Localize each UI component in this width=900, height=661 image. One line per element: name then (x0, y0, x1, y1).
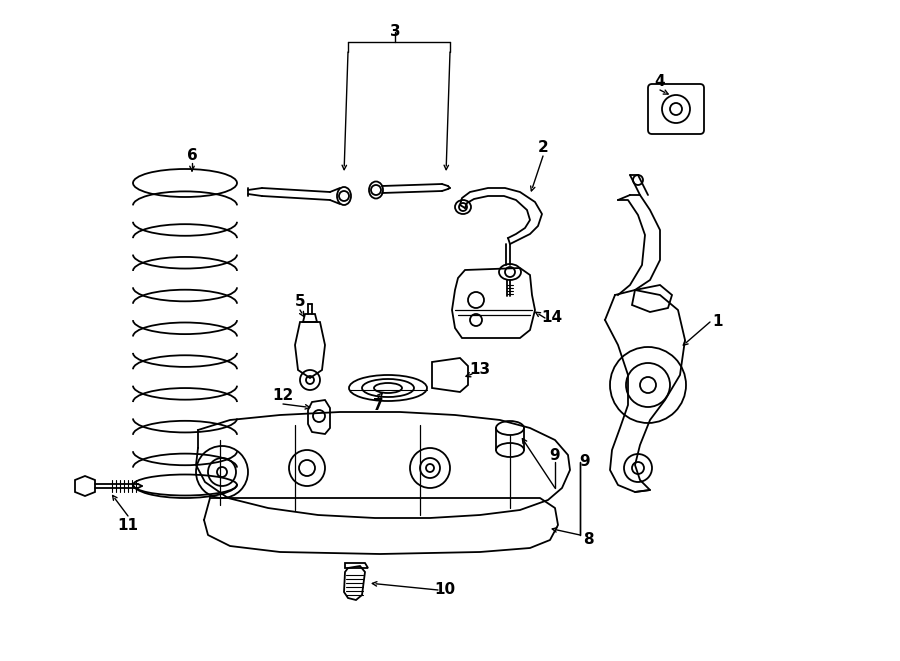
Text: 11: 11 (118, 518, 139, 533)
Text: 1: 1 (713, 315, 724, 329)
Text: 3: 3 (390, 24, 400, 40)
Text: 12: 12 (273, 389, 293, 403)
Text: 13: 13 (470, 362, 490, 377)
Text: 8: 8 (582, 533, 593, 547)
Text: 4: 4 (654, 75, 665, 89)
Text: 2: 2 (537, 141, 548, 155)
Text: 14: 14 (542, 311, 562, 325)
Text: 9: 9 (550, 447, 561, 463)
Text: 7: 7 (373, 399, 383, 414)
Text: 10: 10 (435, 582, 455, 598)
Text: 6: 6 (186, 147, 197, 163)
Text: 9: 9 (580, 455, 590, 469)
Text: 5: 5 (294, 295, 305, 309)
